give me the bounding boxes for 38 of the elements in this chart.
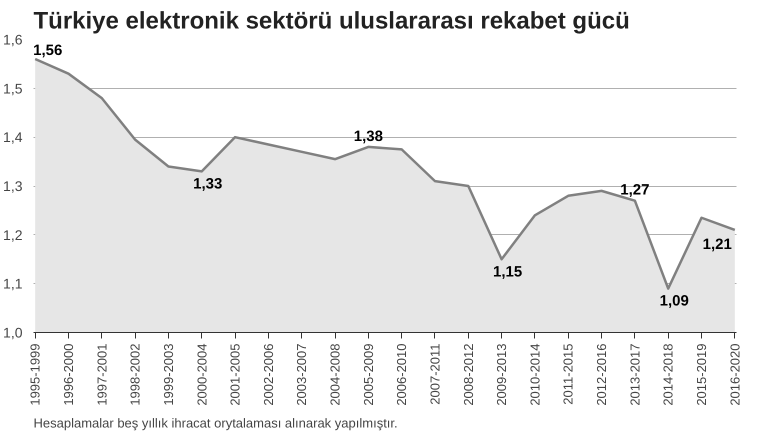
x-tick-label: 2004-2008 bbox=[328, 343, 343, 406]
x-tick-label: 2016-2020 bbox=[727, 343, 742, 406]
x-tick-label: 2003-2007 bbox=[294, 343, 310, 406]
data-label: 1,27 bbox=[620, 182, 650, 199]
data-label: 1,09 bbox=[660, 292, 689, 310]
x-tick-label: 2000-2004 bbox=[194, 343, 210, 406]
y-tick-label: 1,5 bbox=[3, 80, 23, 96]
x-tick-label: 1999-2003 bbox=[160, 343, 176, 406]
x-tick-label: 2008-2012 bbox=[460, 343, 476, 406]
y-tick-label: 1,0 bbox=[3, 324, 23, 340]
x-tick-label: 2009-2013 bbox=[494, 343, 510, 406]
data-label: 1,33 bbox=[193, 175, 222, 192]
x-tick-label: 2012-2016 bbox=[594, 343, 610, 406]
x-tick-label: 2006-2010 bbox=[394, 343, 410, 406]
x-tick-label: 2013-2017 bbox=[627, 343, 642, 406]
x-tick-label: 2007-2011 bbox=[427, 343, 442, 405]
x-tick-label: 2014-2018 bbox=[660, 343, 676, 406]
x-tick-label: 1997-2001 bbox=[94, 343, 110, 406]
y-tick-label: 1,2 bbox=[3, 226, 23, 243]
x-tick-label: 1998-2002 bbox=[128, 343, 143, 406]
x-tick-label: 1995-1999 bbox=[28, 343, 43, 406]
y-tick-label: 1,6 bbox=[3, 32, 23, 48]
x-tick-label: 2002-2006 bbox=[260, 343, 276, 406]
y-tick-label: 1,1 bbox=[3, 276, 23, 292]
y-tick-label: 1,3 bbox=[3, 178, 23, 194]
y-tick-label: 1,4 bbox=[3, 129, 23, 146]
data-label: 1,56 bbox=[33, 42, 62, 60]
x-tick-label: 2010-2014 bbox=[527, 343, 542, 406]
x-tick-label: 2001-2005 bbox=[228, 343, 243, 406]
text: Hesaplamalar beş yıllık ihracat orytalaması alınarak yapılmıştır. bbox=[34, 416, 398, 430]
data-label: 1,38 bbox=[354, 128, 383, 145]
x-tick-label: 2005-2009 bbox=[360, 343, 376, 406]
x-tick-label: 1996-2000 bbox=[60, 343, 76, 406]
data-label: 1,21 bbox=[702, 236, 732, 253]
chart-title: Türkiye elektronik sektörü uluslararası rekabet gücü bbox=[34, 8, 630, 34]
data-label: 1,15 bbox=[493, 263, 522, 280]
x-tick-label: 2011-2015 bbox=[560, 343, 576, 405]
x-tick-label: 2015-2019 bbox=[694, 343, 710, 406]
